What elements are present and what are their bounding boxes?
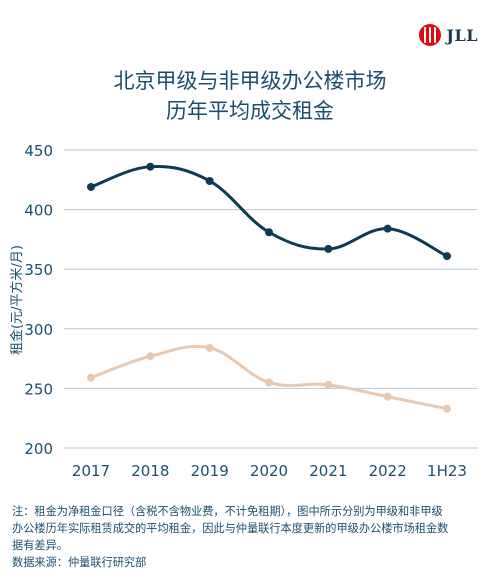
series-group	[87, 162, 451, 413]
data-point	[383, 392, 392, 401]
y-tick-label: 350	[24, 261, 53, 279]
y-tick-label: 400	[24, 202, 53, 220]
chart-title-line1: 北京甲级与非甲级办公楼市场	[113, 69, 387, 93]
jll-logo: JLL	[419, 24, 478, 46]
data-point	[324, 380, 333, 389]
x-tick-label: 2017	[72, 462, 110, 480]
series-line-2	[89, 344, 449, 411]
footnote-line3: 据有差异。	[12, 539, 68, 552]
chart-title: 北京甲级与非甲级办公楼市场 历年平均成交租金	[0, 66, 500, 126]
data-point	[324, 244, 333, 253]
data-source: 数据来源：仲量联行研究部	[12, 556, 147, 569]
grid-lines	[64, 149, 478, 449]
x-tick-label: 2021	[309, 462, 347, 480]
jll-logo-mark-icon	[419, 24, 442, 46]
data-point	[443, 404, 451, 413]
footnote-line2: 办公楼历年实际租赁成交的平均租金，因此与仲量联行本度更新的甲级办公楼市场租金数	[12, 522, 449, 535]
x-tick-label: 2019	[191, 462, 229, 480]
data-point	[205, 176, 214, 185]
y-tick-label: 300	[24, 321, 53, 339]
data-point	[87, 182, 95, 191]
logo-text: JLL	[446, 25, 478, 45]
data-point	[265, 228, 273, 237]
chart-title-line2: 历年平均成交租金	[166, 99, 334, 123]
data-point	[146, 352, 155, 361]
series-line-1	[89, 165, 449, 258]
x-tick-label: 2018	[131, 462, 169, 480]
data-point	[265, 378, 273, 387]
data-point	[205, 343, 214, 352]
y-tick-label: 450	[24, 142, 53, 160]
data-point	[443, 252, 451, 261]
data-point	[87, 373, 95, 382]
footnote: 注：租金为净租金口径（含税不含物业费，不计免租期），图中所示分别为甲级和非甲级 …	[12, 503, 490, 571]
footnote-line1: 注：租金为净租金口径（含税不含物业费，不计免租期），图中所示分别为甲级和非甲级	[12, 505, 443, 518]
x-tick-labels: 2017 2018 2019 2020 2021 2022 1H23	[72, 462, 467, 480]
y-tick-labels: 200 250 300 350 400 450	[24, 142, 53, 458]
x-tick-label: 2020	[250, 462, 288, 480]
data-point	[146, 162, 155, 171]
data-point	[383, 224, 392, 233]
y-axis-label: 租金(元/平方米/月)	[9, 245, 25, 355]
y-tick-label: 200	[24, 440, 53, 458]
x-tick-label: 1H23	[427, 462, 467, 480]
x-tick-label: 2022	[369, 462, 407, 480]
y-tick-label: 250	[24, 380, 53, 398]
